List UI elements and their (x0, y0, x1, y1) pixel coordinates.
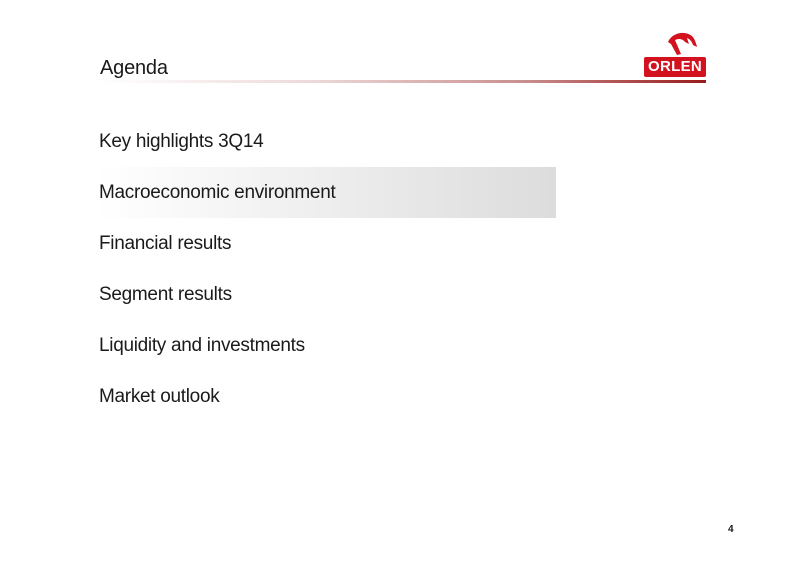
agenda-item-financial-results: Financial results (99, 232, 232, 254)
eagle-head-icon (666, 30, 698, 56)
orlen-logo: ORLEN (644, 30, 706, 78)
agenda-item-key-highlights: Key highlights 3Q14 (99, 130, 264, 152)
page-title: Agenda (100, 57, 168, 79)
agenda-item-market-outlook: Market outlook (99, 385, 220, 407)
logo-wordmark: ORLEN (644, 57, 706, 77)
page-number: 4 (728, 524, 734, 535)
title-divider (97, 80, 706, 83)
agenda-list: Key highlights 3Q14 Macroeconomic enviro… (97, 116, 556, 422)
agenda-item-macroeconomic-environment: Macroeconomic environment (97, 167, 556, 218)
agenda-item-segment-results: Segment results (99, 283, 232, 305)
agenda-item-liquidity-investments: Liquidity and investments (99, 334, 305, 356)
